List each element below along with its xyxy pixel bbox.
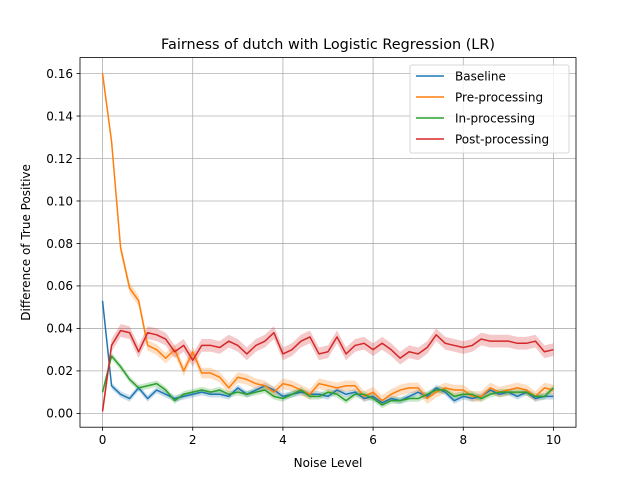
y-tick-label: 0.06 xyxy=(46,279,73,293)
legend-label-pre-processing: Pre-processing xyxy=(455,90,543,104)
post-processing-line xyxy=(101,329,554,412)
y-tick-label: 0.16 xyxy=(46,67,73,81)
baseline-band xyxy=(102,297,554,406)
y-tick-label: 0.04 xyxy=(46,322,73,336)
y-tick-label: 0.02 xyxy=(46,364,73,378)
legend-label-post-processing: Post-processing xyxy=(455,132,549,146)
legend-label-baseline: Baseline xyxy=(455,69,506,83)
x-tick-label: 10 xyxy=(546,433,561,447)
series-lines xyxy=(101,73,554,412)
plot-frame xyxy=(79,57,577,428)
y-tick-label: 0.14 xyxy=(46,109,73,123)
y-tick-label: 0.12 xyxy=(46,152,73,166)
legend-label-in-processing: In-processing xyxy=(455,111,535,125)
y-tick-label: 0.10 xyxy=(46,194,73,208)
x-tick-label: 4 xyxy=(279,433,287,447)
post-processing-band xyxy=(102,324,554,418)
x-axis-label: Noise Level xyxy=(294,456,363,470)
in-processing-band xyxy=(102,352,554,409)
x-tick-label: 8 xyxy=(459,433,467,447)
chart-title: Fairness of dutch with Logistic Regressi… xyxy=(161,37,495,53)
x-tick-label: 6 xyxy=(369,433,377,447)
y-axis-ticks: 0.00 0.02 0.04 0.06 0.08 0.10 0.12 0.14 0.16 xyxy=(46,67,80,421)
in-processing-line xyxy=(101,355,554,406)
y-axis-label: Difference of True Positive xyxy=(19,164,33,321)
y-tick-label: 0.00 xyxy=(46,407,73,421)
x-tick-label: 0 xyxy=(99,433,107,447)
legend: Baseline Pre-processing In-processing Post-… xyxy=(409,64,570,154)
x-axis-ticks: 0 2 4 6 8 10 xyxy=(99,427,561,447)
y-tick-label: 0.08 xyxy=(46,237,73,251)
legend-box xyxy=(409,64,570,154)
x-tick-label: 2 xyxy=(189,433,197,447)
confidence-bands xyxy=(102,68,554,418)
